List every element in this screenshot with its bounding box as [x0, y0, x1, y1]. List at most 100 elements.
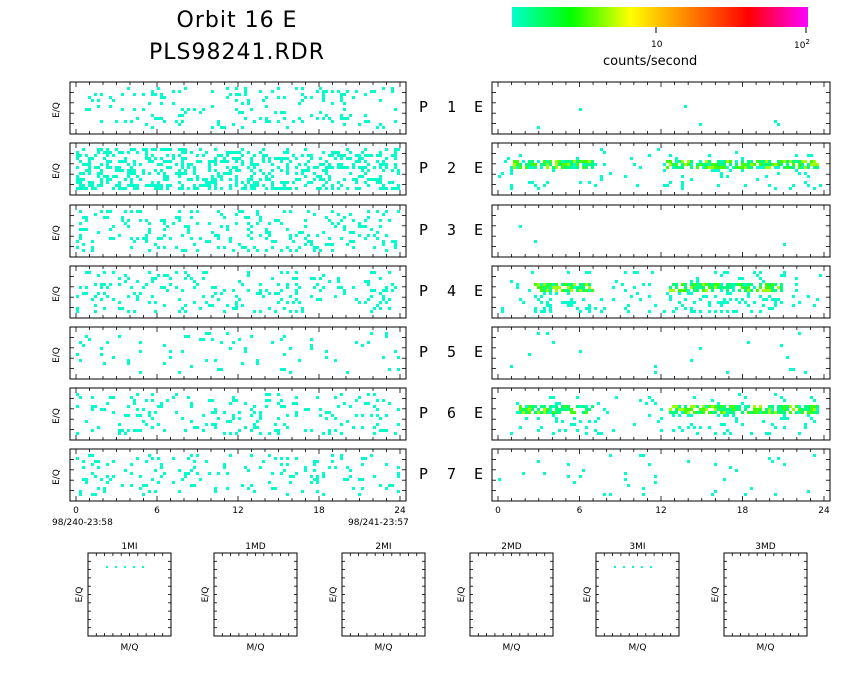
data-cell	[235, 304, 238, 307]
data-cell	[91, 184, 94, 187]
data-cell	[202, 271, 205, 274]
data-cell	[238, 298, 241, 301]
data-cell	[355, 298, 358, 301]
data-cell	[91, 246, 94, 249]
data-cell	[226, 487, 229, 490]
data-cell	[112, 396, 115, 399]
data-cell	[699, 298, 702, 301]
data-cell	[139, 429, 142, 432]
data-cell	[699, 283, 702, 286]
data-cell	[187, 178, 190, 181]
mass-panel-4	[469, 552, 554, 637]
data-cell	[675, 408, 678, 411]
data-cell	[654, 402, 657, 405]
data-cell	[190, 178, 193, 181]
data-cell	[364, 120, 367, 123]
data-cell	[160, 163, 163, 166]
data-cell	[708, 411, 711, 414]
data-cell	[178, 371, 181, 374]
data-cell	[145, 240, 148, 243]
data-cell	[76, 457, 79, 460]
data-cell	[708, 310, 711, 313]
data-cell	[654, 365, 657, 368]
data-cell	[271, 240, 274, 243]
data-cell	[148, 454, 151, 457]
panel-label-1-n: 1	[447, 98, 457, 116]
data-cell	[798, 332, 801, 335]
data-cell	[355, 178, 358, 181]
panel-label-6-p: P	[419, 404, 429, 422]
data-cell	[723, 423, 726, 426]
data-cell	[804, 423, 807, 426]
data-cell	[774, 304, 777, 307]
data-cell	[76, 151, 79, 154]
data-cell	[100, 184, 103, 187]
data-cell	[136, 393, 139, 396]
data-cell	[641, 566, 643, 568]
right-x-tick-label: 0	[495, 506, 501, 516]
data-cell	[217, 237, 220, 240]
data-cell	[385, 187, 388, 190]
data-cell	[133, 187, 136, 190]
data-cell	[696, 163, 699, 166]
time-end-label: 98/241-23:57	[348, 518, 409, 528]
data-cell	[711, 493, 714, 496]
data-cell	[394, 286, 397, 289]
data-cell	[151, 90, 154, 93]
data-cell	[163, 96, 166, 99]
data-cell	[298, 359, 301, 362]
data-cell	[519, 411, 522, 414]
data-cell	[720, 163, 723, 166]
data-cell	[346, 117, 349, 120]
data-cell	[265, 393, 268, 396]
data-cell	[774, 393, 777, 396]
data-cell	[133, 429, 136, 432]
data-cell	[358, 396, 361, 399]
data-cell	[397, 408, 400, 411]
data-cell	[567, 304, 570, 307]
data-cell	[127, 405, 130, 408]
data-cell	[328, 466, 331, 469]
data-cell	[729, 408, 732, 411]
data-cell	[361, 151, 364, 154]
data-cell	[118, 169, 121, 172]
data-cell	[280, 222, 283, 225]
data-cell	[331, 414, 334, 417]
data-cell	[696, 280, 699, 283]
data-cell	[528, 411, 531, 414]
data-cell	[759, 408, 762, 411]
data-cell	[127, 429, 130, 432]
data-cell	[265, 228, 268, 231]
data-cell	[789, 405, 792, 408]
data-cell	[142, 420, 145, 423]
data-cell	[112, 356, 115, 359]
data-cell	[145, 237, 148, 240]
data-cell	[151, 181, 154, 184]
data-cell	[127, 310, 130, 313]
data-cell	[241, 111, 244, 114]
data-cell	[370, 271, 373, 274]
data-cell	[699, 286, 702, 289]
data-cell	[253, 181, 256, 184]
data-cell	[124, 178, 127, 181]
data-cell	[747, 295, 750, 298]
right-x-tick-label: 12	[655, 506, 666, 516]
data-cell	[109, 105, 112, 108]
data-cell	[100, 169, 103, 172]
data-cell	[271, 181, 274, 184]
data-cell	[657, 148, 660, 151]
data-cell	[726, 160, 729, 163]
data-cell	[585, 283, 588, 286]
data-cell	[546, 408, 549, 411]
data-cell	[720, 172, 723, 175]
data-cell	[346, 187, 349, 190]
data-cell	[738, 283, 741, 286]
data-cell	[780, 411, 783, 414]
data-cell	[364, 402, 367, 405]
data-cell	[247, 234, 250, 237]
data-cell	[355, 399, 358, 402]
data-cell	[193, 108, 196, 111]
data-cell	[720, 160, 723, 163]
data-cell	[100, 148, 103, 151]
data-cell	[696, 411, 699, 414]
